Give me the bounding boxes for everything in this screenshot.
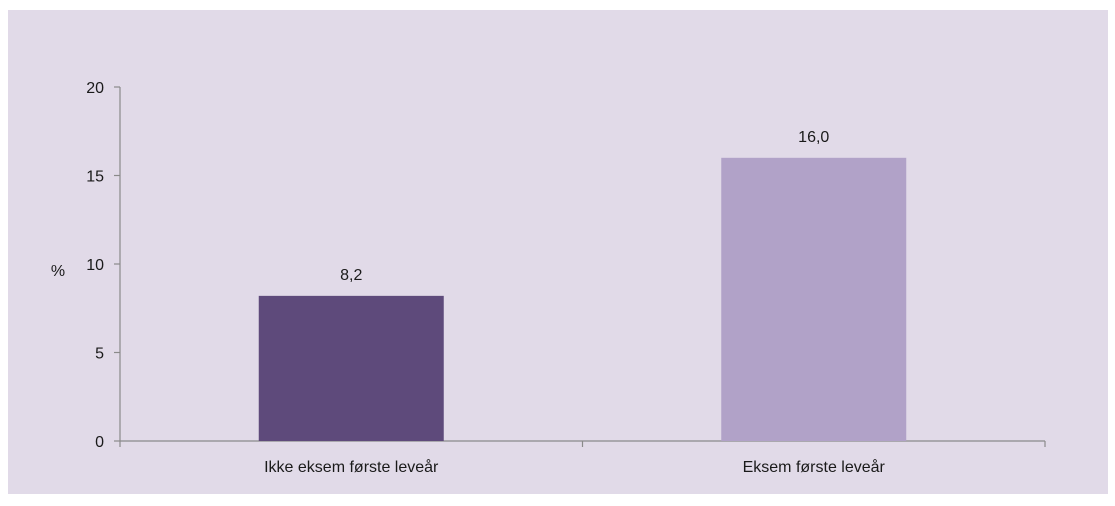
y-axis-label: % <box>51 263 65 280</box>
y-tick-label: 5 <box>95 346 104 363</box>
labels: 0 5 10 15 20 8,2 Ikke eksem første leveår 16,0 E… <box>86 80 885 476</box>
x-category-label: Ikke eksem første leveår <box>264 458 439 476</box>
y-tick-label: 20 <box>86 80 104 97</box>
bar-value-label: 16,0 <box>798 129 829 146</box>
bar-value-label: 8,2 <box>340 267 362 284</box>
bar <box>721 157 907 442</box>
y-tick-label: 10 <box>86 257 104 274</box>
bars <box>258 157 907 442</box>
bar <box>258 295 444 441</box>
y-tick-label: 0 <box>95 434 104 451</box>
y-tick-label: 15 <box>86 169 104 186</box>
x-category-label: Eksem første leveår <box>743 458 886 476</box>
chart-background <box>8 10 1108 494</box>
